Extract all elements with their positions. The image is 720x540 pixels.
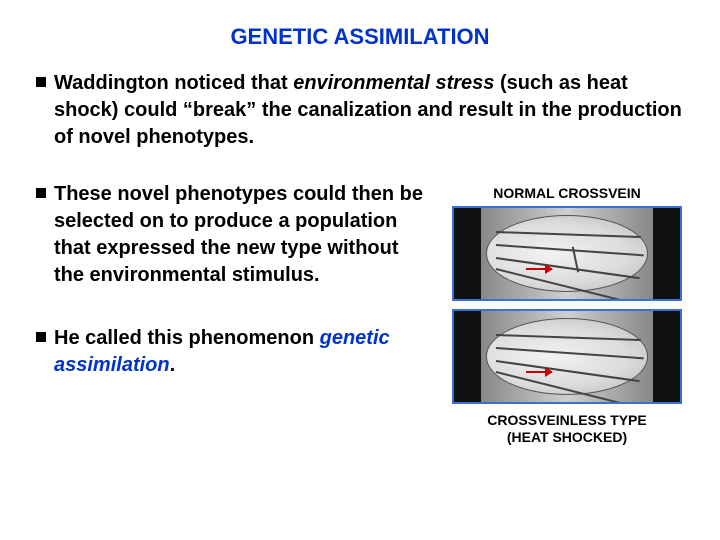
bullet-3-post: . [170,354,176,376]
wing-image-crossveinless [452,309,682,404]
wing-vein [496,257,639,279]
bullet-3-pre: He called this phenomenon [54,327,320,349]
wing-vein [496,244,644,256]
bullet-3-text: He called this phenomenon genetic assimi… [54,325,430,379]
arrow-icon [526,268,552,270]
bullet-mark-icon [36,188,46,198]
bullet-1-em: environmental stress [293,72,494,94]
bullet-3: He called this phenomenon genetic assimi… [36,325,430,379]
title-text: GENETIC ASSIMILATION [230,24,489,49]
bullet-1-text: Waddington noticed that environmental st… [54,70,692,151]
figure-bottom-label-line1: CROSSVEINLESS TYPE [487,412,646,428]
wing-vein [496,347,644,359]
wing-shape [486,318,649,394]
figure-top-label: NORMAL CROSSVEIN [442,185,692,202]
wing-shape [486,215,649,291]
figure-bottom-label-line2: (HEAT SHOCKED) [507,429,627,445]
bullet-1: Waddington noticed that environmental st… [36,70,692,151]
right-column: NORMAL CROSSVEIN [442,181,692,447]
figure-bottom-label: CROSSVEINLESS TYPE (HEAT SHOCKED) [442,412,692,447]
two-column-region: These novel phenotypes could then be sel… [36,181,692,447]
slide-content: Waddington noticed that environmental st… [0,70,720,447]
arrow-icon [526,371,552,373]
wing-vein [496,231,641,238]
left-column: These novel phenotypes could then be sel… [36,181,430,409]
wing-image-normal [452,206,682,301]
bullet-1-pre: Waddington noticed that [54,72,293,94]
bullet-2: These novel phenotypes could then be sel… [36,181,430,289]
bullet-mark-icon [36,77,46,87]
bullet-2-text: These novel phenotypes could then be sel… [54,181,430,289]
slide-title: GENETIC ASSIMILATION [0,0,720,70]
wing-vein [496,360,639,382]
bullet-mark-icon [36,332,46,342]
wing-vein [496,334,641,341]
